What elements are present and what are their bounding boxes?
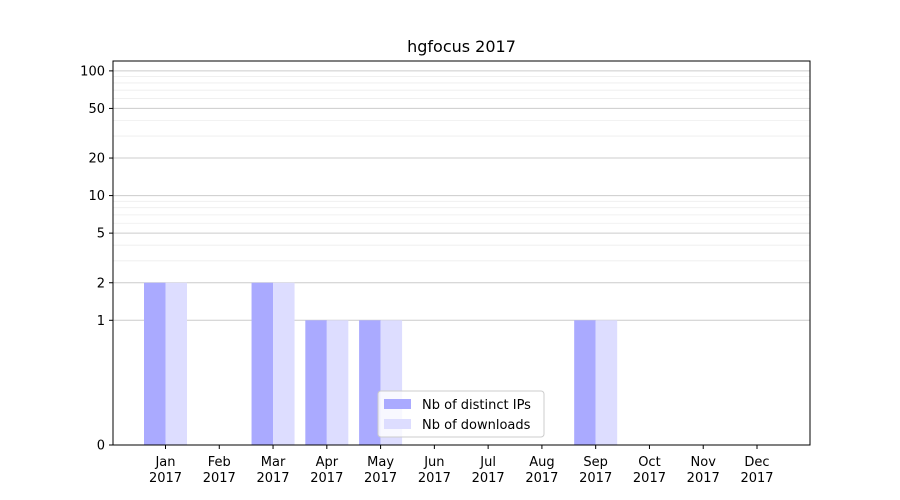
bar-distinct-ips [305,320,327,445]
legend-box [377,390,545,438]
x-tick-label: May 2017 [364,455,397,486]
x-tick-label: Jul 2017 [472,455,505,486]
bar-downloads [595,320,618,445]
legend-swatch [384,419,411,429]
x-tick-label: Oct 2017 [633,455,666,486]
y-tick-label: 50 [88,102,105,117]
x-tick-label: Sep 2017 [579,455,612,486]
plot-frame [112,60,811,446]
x-tick-label: Mar 2017 [256,455,289,486]
x-axis: Jan 2017 Feb 2017 Mar 2017 Apr 2017 May 2017 Jun 20… [149,445,774,486]
y-tick-label: 10 [88,189,105,204]
bar-distinct-ips [251,282,274,445]
y-tick-label: 20 [88,152,105,167]
legend-swatch [384,399,411,409]
grid-lines [113,70,810,321]
bar-distinct-ips [574,320,596,445]
x-tick-label: Jun 2017 [418,455,451,486]
bar-distinct-ips [359,320,381,445]
bar-downloads [326,320,349,445]
x-tick-label: Feb 2017 [203,455,236,486]
x-tick-label: Aug 2017 [525,455,558,486]
bar-downloads [273,282,295,445]
x-tick-label: Apr 2017 [310,455,343,486]
legend-label: Nb of downloads [422,418,531,433]
x-tick-label: Dec 2017 [740,455,773,486]
y-tick-label: 0 [97,439,105,454]
y-tick-label: 2 [97,276,105,291]
legend-label: Nb of distinct IPs [422,398,531,413]
y-tick-label: 5 [97,227,105,242]
x-tick-label: Nov 2017 [687,455,720,486]
chart-title: hgfocus 2017 [407,37,516,56]
y-tick-label: 1 [97,314,105,329]
y-tick-label: 100 [80,64,105,79]
bar-downloads [165,282,187,445]
bar-distinct-ips [144,282,166,445]
x-tick-label: Jan 2017 [149,455,182,486]
y-axis: 0 1 2 5 10 20 50 100 [80,64,113,454]
legend: Nb of distinct IPs Nb of downloads [377,390,545,438]
